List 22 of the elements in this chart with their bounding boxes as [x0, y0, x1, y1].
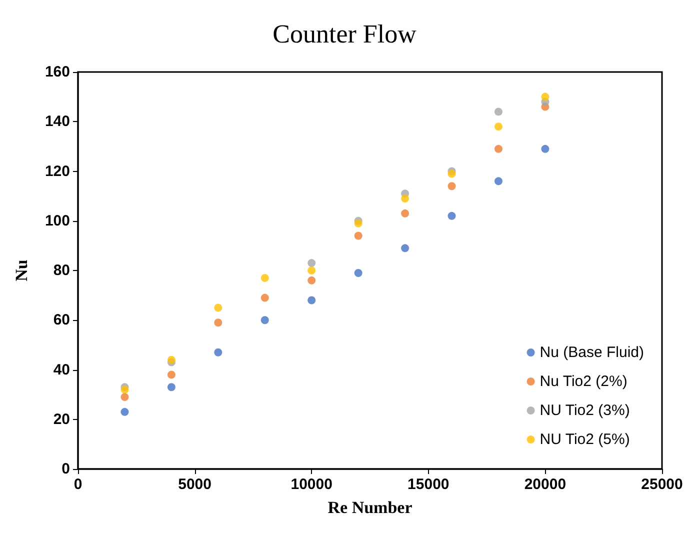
y-tick-label: 160 — [44, 64, 70, 80]
y-tick-label: 100 — [44, 212, 70, 230]
y-tick-label: 120 — [44, 162, 70, 180]
legend-label: Nu Tio2 (2%) — [540, 373, 628, 390]
x-tick-label: 25000 — [641, 476, 683, 493]
legend-label: Nu (Base Fluid) — [540, 344, 644, 361]
y-tick-label: 0 — [62, 460, 70, 478]
y-tick-label: 60 — [53, 312, 70, 329]
y-axis-title: Nu — [12, 260, 31, 282]
y-tick-label: 140 — [44, 113, 70, 130]
y-tick-label: 80 — [53, 262, 70, 279]
x-axis-title: Re Number — [328, 498, 413, 517]
x-tick-label: 20000 — [524, 476, 566, 493]
x-tick-label: 15000 — [408, 476, 450, 493]
y-tick-label: 20 — [53, 410, 70, 428]
y-tick-label: 40 — [53, 361, 70, 378]
legend-label: NU Tio2 (5%) — [540, 431, 630, 448]
x-tick-label: 0 — [74, 476, 82, 493]
chart-title: Counter Flow — [272, 20, 417, 48]
legend-label: NU Tio2 (3%) — [540, 402, 630, 419]
x-tick-label: 5000 — [178, 476, 212, 493]
x-tick-label: 10000 — [290, 476, 332, 493]
